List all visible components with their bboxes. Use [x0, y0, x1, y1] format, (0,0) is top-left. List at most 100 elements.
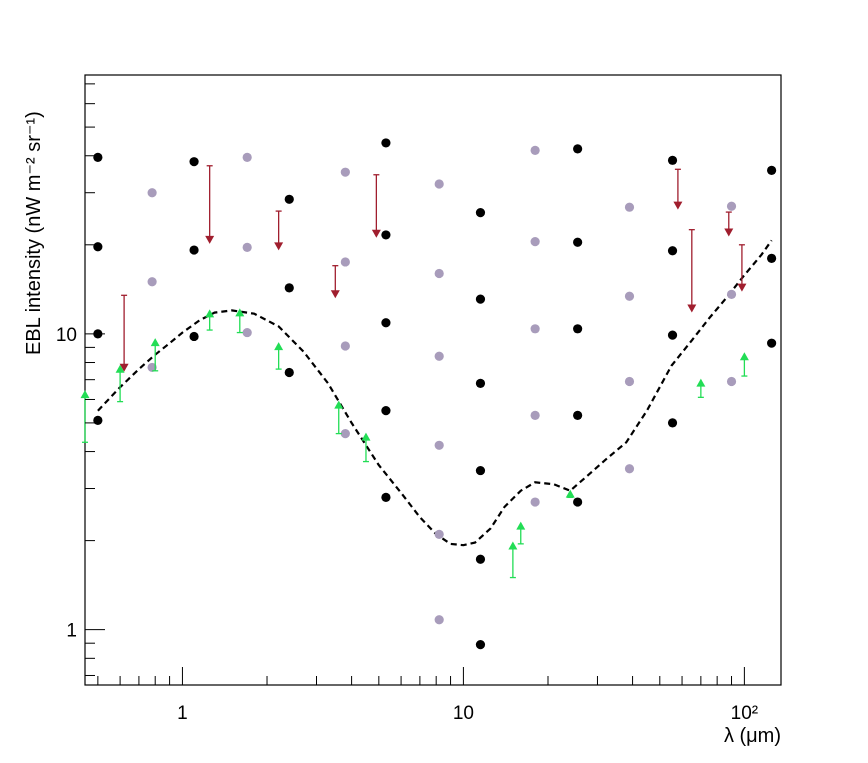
data-point: [667, 155, 678, 165]
lower-limit-head: [274, 342, 284, 351]
upper-limit-head: [119, 363, 129, 372]
data-point: [189, 245, 199, 255]
data-point: [434, 440, 444, 450]
data-point: [93, 152, 103, 162]
lower-limit-head: [80, 390, 90, 399]
data-point: [242, 152, 252, 162]
data-point: [340, 167, 350, 177]
y-axis-title: EBL intensity (nW m⁻² sr⁻¹): [23, 111, 45, 355]
data-point: [434, 615, 444, 625]
lower-limit-arrow: [80, 390, 90, 443]
data-point: [242, 242, 252, 252]
data-point: [624, 376, 635, 387]
lower-limit-arrow: [516, 521, 526, 545]
lower-limit-head: [508, 541, 518, 550]
upper-limit-head: [687, 304, 697, 313]
data-point: [573, 324, 583, 334]
lower-limit-arrow: [235, 308, 245, 334]
lower-limit-head: [115, 364, 125, 373]
upper-limit-arrow: [119, 294, 129, 372]
data-point: [434, 529, 444, 539]
data-point: [530, 497, 540, 507]
data-point: [573, 497, 583, 507]
data-point: [340, 429, 350, 439]
data-point: [767, 253, 777, 263]
data-point: [93, 242, 103, 252]
data-point: [767, 338, 777, 348]
data-point: [242, 327, 252, 338]
upper-limit-head: [724, 228, 734, 237]
data-point: [381, 230, 391, 240]
x-tick-label: 10²: [731, 703, 758, 724]
lower-limit-head: [361, 432, 371, 441]
data-point: [93, 415, 103, 425]
data-point: [726, 376, 737, 387]
data-point: [530, 324, 540, 334]
lower-limit-head: [205, 309, 215, 318]
lower-limit-arrow: [696, 378, 706, 399]
data-point: [475, 294, 486, 304]
lower-limit-arrow: [739, 352, 749, 377]
lower-limit-arrow: [361, 432, 371, 463]
data-point: [667, 246, 678, 256]
data-point: [624, 291, 635, 301]
data-point: [726, 289, 737, 299]
data-point: [381, 492, 391, 502]
lower-limit-head: [150, 338, 160, 347]
lower-limit-arrow: [274, 342, 284, 370]
data-point: [573, 237, 583, 247]
model-curve-layer: [97, 239, 773, 547]
lower-limit-head: [516, 521, 526, 530]
lower-limit-arrow: [205, 309, 215, 331]
data-point: [434, 179, 444, 189]
y-tick-label: 10: [56, 325, 77, 346]
upper-limit-head: [274, 242, 284, 251]
axis-ticks-layer: 1 10 10² 1 10: [56, 83, 758, 724]
upper-limit-head: [737, 283, 747, 292]
model-curve: [97, 239, 773, 547]
data-point: [381, 138, 391, 148]
data-point: [573, 144, 583, 154]
data-point: [189, 157, 199, 167]
y-tick-label: 1: [66, 621, 77, 642]
data-point: [381, 406, 391, 416]
x-axis-title: λ (μm): [724, 725, 781, 747]
data-point: [434, 351, 444, 361]
lower-limit-head: [565, 489, 575, 498]
data-point: [340, 257, 350, 267]
data-point: [624, 202, 635, 212]
data-point: [147, 362, 157, 373]
data-point: [530, 145, 540, 156]
data-point: [475, 465, 486, 476]
upper-limit-head: [205, 235, 215, 244]
data-point: [147, 277, 157, 287]
data-point: [667, 418, 678, 428]
data-point: [475, 640, 486, 650]
data-point: [284, 367, 294, 378]
data-point: [667, 330, 678, 340]
lower-limit-arrow: [508, 541, 518, 579]
data-point: [767, 165, 777, 175]
data-point: [726, 201, 737, 211]
data-point: [284, 283, 294, 293]
data-point: [475, 554, 486, 564]
x-tick-label: 1: [177, 703, 188, 724]
data-marks-layer: [80, 138, 777, 650]
data-point: [147, 188, 157, 198]
upper-limit-arrow: [371, 174, 381, 238]
upper-limit-arrow: [724, 211, 734, 237]
upper-limit-head: [330, 290, 340, 299]
upper-limit-arrow: [673, 168, 683, 210]
data-point: [530, 410, 540, 421]
upper-limit-head: [371, 229, 381, 238]
upper-limit-arrow: [737, 244, 747, 292]
upper-limit-arrow: [205, 165, 215, 244]
upper-limit-head: [673, 201, 683, 210]
lower-limit-head: [739, 352, 749, 361]
lower-limit-arrow: [115, 364, 125, 403]
x-tick-label: 10: [453, 703, 474, 724]
lower-limit-arrow: [150, 338, 160, 372]
upper-limit-arrow: [687, 229, 697, 313]
lower-limit-head: [235, 308, 245, 317]
